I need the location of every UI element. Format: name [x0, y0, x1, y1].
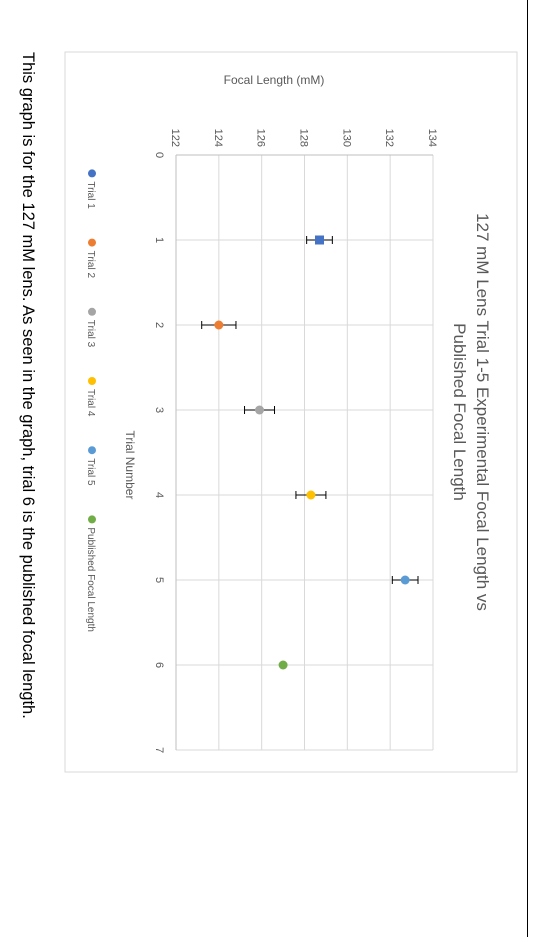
page-border — [527, 0, 528, 937]
legend-marker — [88, 446, 96, 455]
x-tick-label: 1 — [153, 237, 165, 243]
x-tick-label: 4 — [153, 492, 165, 498]
data-point-trial-4 — [306, 490, 316, 500]
y-tick-label: 122 — [169, 129, 181, 147]
x-tick-label: 7 — [153, 747, 165, 753]
caption: This graph is for the 127 mM lens. As se… — [19, 52, 37, 719]
chart-title-line-1: 127 mM Lens Trial 1-5 Experimental Focal… — [473, 213, 492, 611]
chart-border — [64, 51, 518, 773]
x-tick-label: 6 — [153, 662, 165, 668]
legend-marker — [88, 238, 96, 247]
legend-marker — [88, 377, 96, 385]
legend-entry: Trial 3 — [85, 320, 96, 348]
data-point-trial-3 — [255, 405, 265, 415]
x-tick-label: 2 — [153, 322, 165, 328]
legend-marker — [88, 307, 96, 316]
data-point-trial-5 — [400, 575, 410, 585]
y-axis-label: Focal Length (mM) — [224, 73, 325, 87]
legend-entry: Trial 2 — [85, 251, 96, 279]
legend-entry: Trial 4 — [85, 389, 96, 417]
gridlines — [175, 154, 434, 751]
x-tick-label: 0 — [153, 152, 165, 158]
y-tick-label: 124 — [212, 129, 224, 147]
legend-entry: Published Focal Length — [85, 527, 96, 632]
y-tick-label: 126 — [255, 129, 267, 147]
x-tick-label: 3 — [153, 407, 165, 413]
legend-marker — [88, 169, 96, 178]
legend-entry: Trial 1 — [85, 181, 96, 209]
x-tick-label: 5 — [153, 577, 165, 583]
y-tick-label: 128 — [298, 129, 310, 147]
legend-entry: Trial 5 — [85, 458, 96, 486]
legend-marker — [88, 515, 96, 524]
data-point-trial-2 — [214, 320, 224, 330]
data-points — [201, 235, 419, 670]
axes — [175, 154, 433, 750]
chart-title-line-2: Published Focal Length — [450, 323, 469, 501]
x-axis-label: Trial Number — [123, 431, 137, 500]
y-tick-label: 134 — [426, 129, 438, 147]
tick-labels: 122 124 126 128 130 132 134 0 1 2 3 4 5 6 7 — [153, 129, 438, 753]
legend: Trial 1 Trial 2 Trial 3 Trial 4 Trial 5 Publi… — [85, 169, 96, 632]
data-point-trial-1 — [314, 235, 324, 245]
data-point-trial-6 — [278, 660, 288, 670]
y-tick-label: 130 — [340, 129, 352, 147]
y-tick-label: 132 — [383, 129, 395, 147]
